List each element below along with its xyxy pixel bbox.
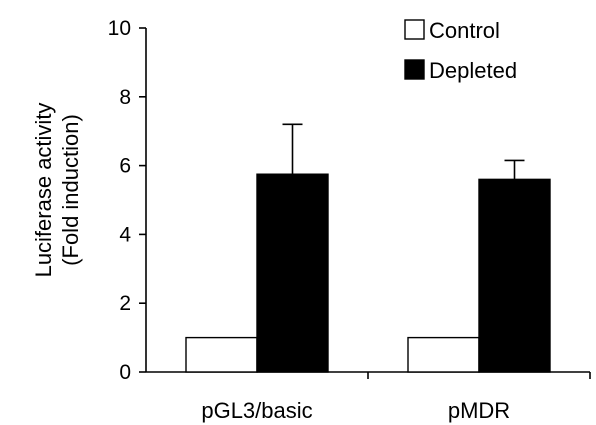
bar-control-1	[407, 336, 480, 373]
bar-control-0	[185, 336, 258, 373]
x-category-label: pMDR	[448, 398, 510, 423]
y-axis-title-line-1: Luciferase activity	[31, 103, 56, 278]
legend-swatch-control	[404, 19, 425, 40]
bar-depleted-0	[256, 173, 329, 373]
legend-label-depleted: Depleted	[429, 58, 517, 83]
labels: Luciferase activity (Fold induction) 0 2 4…	[31, 17, 510, 423]
y-tick-label: 0	[119, 361, 131, 384]
legend: Control Depleted	[404, 18, 517, 83]
y-tick-label: 6	[119, 155, 131, 178]
legend-swatch-depleted	[404, 59, 425, 80]
y-tick-label: 4	[119, 223, 131, 246]
y-tick-label: 8	[119, 86, 131, 109]
y-tick-label: 10	[108, 17, 131, 40]
y-axis-title-line-2: (Fold induction)	[58, 114, 83, 266]
legend-label-control: Control	[429, 18, 500, 43]
bar-depleted-1	[478, 178, 551, 373]
y-tick-label: 2	[119, 292, 131, 315]
x-category-label: pGL3/basic	[201, 398, 312, 423]
bars	[185, 123, 551, 373]
